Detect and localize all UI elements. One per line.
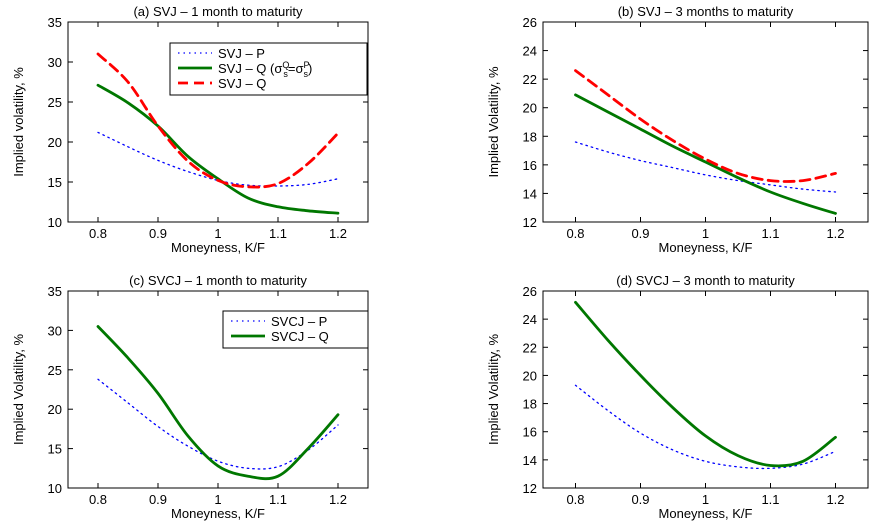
y-tick-label: 20 <box>48 402 62 417</box>
y-tick-label: 20 <box>48 135 62 150</box>
y-tick-label: 18 <box>523 129 537 144</box>
x-tick-label: 1.1 <box>269 492 287 507</box>
y-tick-label: 22 <box>523 72 537 87</box>
chart-panel-d: (d) SVCJ – 3 month to maturity 0.8 0.9 1 1.1… <box>486 273 869 521</box>
y-tick-label: 24 <box>523 312 537 327</box>
series-line-solid <box>574 93 837 215</box>
y-tick-label: 15 <box>48 442 62 457</box>
legend-label: SVJ – Q (σQ s=σP s) <box>218 60 312 79</box>
chart-panel-a: (a) SVJ – 1 month to maturity 0.8 0.9 1 1.1 1… <box>11 4 369 255</box>
y-tick-label: 14 <box>523 453 537 468</box>
x-tick-label: 1 <box>702 492 709 507</box>
legend-label-part: P <box>304 60 310 70</box>
legend-box <box>222 310 369 349</box>
y-tick-label: 25 <box>48 363 62 378</box>
y-tick-label: 25 <box>48 95 62 110</box>
x-tick-label: 1.1 <box>761 492 779 507</box>
x-tick-label: 0.8 <box>566 492 584 507</box>
legend-label-part: ) <box>308 61 312 76</box>
series-line-dotted <box>574 384 837 470</box>
x-tick-label: 1.1 <box>269 226 287 241</box>
y-tick-label: 26 <box>523 284 537 299</box>
x-tick-label: 1 <box>702 226 709 241</box>
x-tick-label: 1 <box>214 226 221 241</box>
x-tick-label: 1.2 <box>826 492 844 507</box>
x-tick-label: 1.2 <box>329 226 347 241</box>
x-tick-label: 1.2 <box>826 226 844 241</box>
y-tick-label: 10 <box>48 481 62 496</box>
legend-label: SVCJ – Q <box>271 329 329 344</box>
y-axis-label: Implied Volatility, % <box>486 334 501 445</box>
series-line-dotted <box>574 141 837 193</box>
x-tick-label: 0.8 <box>566 226 584 241</box>
y-tick-label: 14 <box>523 186 537 201</box>
chart-title: (c) SVCJ – 1 month to maturity <box>129 273 307 288</box>
chart-panel-c: (c) SVCJ – 1 month to maturity 0.8 0.9 1 1.1… <box>11 273 369 521</box>
y-tick-label: 20 <box>523 368 537 383</box>
x-tick-label: 0.9 <box>631 226 649 241</box>
x-axis-label: Moneyness, K/F <box>171 506 265 521</box>
legend-label: SVJ – P <box>218 46 265 61</box>
legend-label: SVJ – Q <box>218 76 266 91</box>
chart-panel-b: (b) SVJ – 3 months to maturity 0.8 0.9 1 1.1… <box>486 4 869 255</box>
x-tick-label: 0.8 <box>89 492 107 507</box>
x-axis-label: Moneyness, K/F <box>659 506 753 521</box>
x-tick-label: 1 <box>214 492 221 507</box>
x-tick-label: 0.9 <box>149 492 167 507</box>
x-tick-label: 1.1 <box>761 226 779 241</box>
legend-label-part: SVJ – Q (σ <box>218 61 282 76</box>
chart-title: (d) SVCJ – 3 month to maturity <box>616 273 795 288</box>
x-axis-label: Moneyness, K/F <box>171 240 265 255</box>
plot-frame <box>542 21 869 223</box>
legend-label-part: Q <box>282 60 289 70</box>
y-tick-label: 18 <box>523 397 537 412</box>
chart-title: (a) SVJ – 1 month to maturity <box>133 4 303 19</box>
x-tick-label: 0.9 <box>631 492 649 507</box>
series-line-dashed <box>96 52 340 189</box>
y-tick-label: 16 <box>523 425 537 440</box>
y-tick-label: 15 <box>48 175 62 190</box>
y-axis-label: Implied volatility, % <box>11 67 26 177</box>
legend-label-part: s <box>304 69 309 79</box>
y-tick-label: 30 <box>48 55 62 70</box>
x-tick-label: 0.9 <box>149 226 167 241</box>
y-tick-label: 16 <box>523 158 537 173</box>
y-tick-label: 12 <box>523 481 537 496</box>
legend-label: SVCJ – P <box>271 314 327 329</box>
chart-title: (b) SVJ – 3 months to maturity <box>618 4 794 19</box>
y-tick-label: 35 <box>48 15 62 30</box>
series-line-dashed <box>574 69 837 183</box>
y-tick-label: 30 <box>48 323 62 338</box>
x-axis-label: Moneyness, K/F <box>659 240 753 255</box>
y-tick-label: 26 <box>523 15 537 30</box>
y-tick-label: 12 <box>523 215 537 230</box>
y-axis-label: Implied Volatility, % <box>486 66 501 177</box>
y-tick-label: 20 <box>523 101 537 116</box>
y-tick-label: 10 <box>48 215 62 230</box>
y-tick-label: 22 <box>523 340 537 355</box>
y-tick-label: 35 <box>48 284 62 299</box>
series-line-solid <box>574 300 837 468</box>
y-tick-label: 24 <box>523 44 537 59</box>
series-line-solid <box>96 325 340 481</box>
series-line-solid <box>96 83 340 215</box>
y-axis-label: Implied Volatility, % <box>11 334 26 445</box>
x-tick-label: 0.8 <box>89 226 107 241</box>
legend-label-part: s <box>283 69 288 79</box>
legend-label-part: =σ <box>288 61 304 76</box>
x-tick-label: 1.2 <box>329 492 347 507</box>
